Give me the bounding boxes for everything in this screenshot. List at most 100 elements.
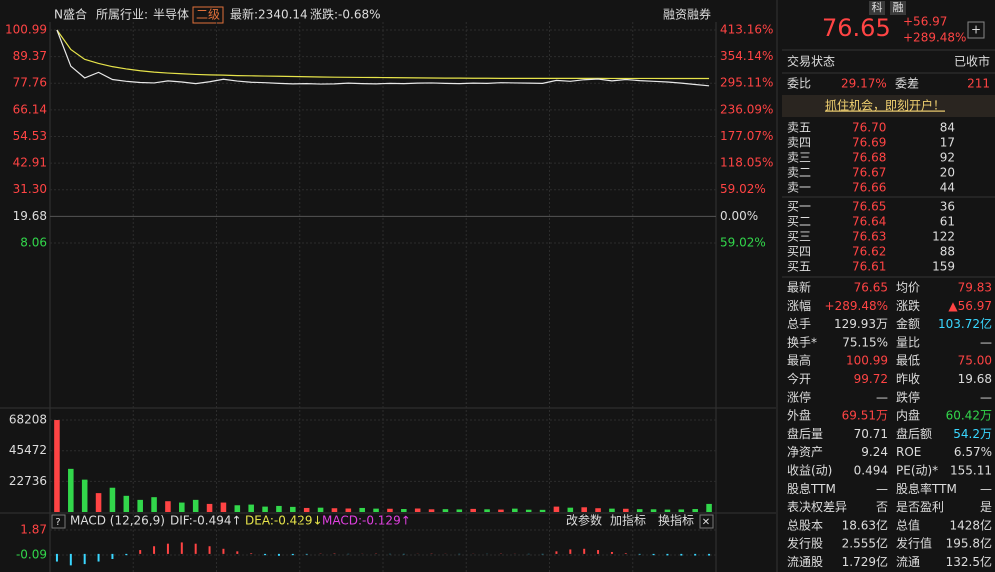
- book-label: 买三: [787, 230, 811, 244]
- macd-bar: [694, 553, 697, 556]
- volume-bar: [539, 509, 546, 512]
- stat-label: 盘后额: [896, 426, 932, 441]
- stat-label: 发行值: [896, 536, 932, 551]
- ratio-label: 委比: [787, 77, 811, 91]
- volume-bar: [470, 508, 476, 512]
- stat-label: 量比: [896, 335, 920, 349]
- volume-bar: [68, 468, 74, 512]
- volume-bar: [345, 508, 352, 512]
- book-label: 买四: [787, 245, 811, 259]
- y-tick-label: 54.53: [13, 129, 47, 143]
- volume-bar: [401, 509, 407, 512]
- book-volume: 44: [940, 181, 955, 195]
- dea: DEA:-0.429↓: [245, 514, 323, 528]
- stat-label: ROE: [896, 445, 921, 459]
- book-volume: 122: [932, 230, 955, 244]
- diff-label: 委差: [895, 77, 919, 91]
- level: 二级: [196, 8, 220, 22]
- stat-value: 19.68: [958, 372, 992, 386]
- quote-price: 76.65: [822, 14, 891, 42]
- volume-bar: [692, 509, 698, 512]
- banner[interactable]: 抓住机会，即刻开户！: [825, 98, 945, 113]
- volume-bar: [456, 509, 463, 512]
- stat-label: 最高: [787, 353, 811, 368]
- macd-title: MACD (12,26,9): [70, 514, 165, 528]
- book-volume: 159: [932, 260, 955, 274]
- y2-tick-label: 118.05%: [720, 156, 773, 170]
- book-price: 76.65: [852, 200, 886, 214]
- macd-bar: [250, 553, 253, 554]
- macd-bar: [153, 546, 156, 554]
- help-box[interactable]: [51, 514, 66, 529]
- book-price: 76.70: [852, 121, 886, 135]
- volume-bar: [248, 504, 254, 512]
- y2-tick-label: 0.00%: [720, 209, 758, 223]
- book-label: 买二: [787, 215, 811, 229]
- badge: 科: [872, 0, 883, 14]
- volume-bar: [95, 493, 102, 512]
- button[interactable]: 加指标: [610, 513, 646, 528]
- macd-bar: [569, 549, 572, 554]
- avg-line: [56, 29, 710, 80]
- y2-tick-label: 236.09%: [720, 102, 773, 116]
- stat-value: —: [876, 390, 888, 404]
- volume-bar: [331, 508, 338, 512]
- y-tick-label: 100.99: [5, 22, 47, 36]
- book-price: 76.69: [852, 136, 886, 150]
- volume-bar: [109, 487, 116, 512]
- stat-label: 涨停: [787, 389, 811, 404]
- close-icon[interactable]: ✕: [702, 517, 710, 528]
- stat-label: PE(动)*: [896, 464, 938, 478]
- stat-value: —: [980, 482, 992, 496]
- book-volume: 92: [940, 151, 955, 165]
- macd-bar: [277, 553, 280, 556]
- stat-value: 75.00: [958, 354, 992, 368]
- stat-value: 0.494: [854, 464, 888, 478]
- add-icon[interactable]: +: [971, 23, 981, 37]
- diff: 211: [967, 77, 990, 91]
- stat-value: —: [980, 390, 992, 404]
- stat-label: 盘后量: [787, 426, 823, 441]
- stat-value: 195.8亿: [946, 536, 992, 551]
- stat-label: 流通: [896, 555, 920, 569]
- stat-value: 70.71: [854, 427, 888, 441]
- macd-bar: [208, 546, 211, 554]
- index-change: 涨跌:-0.68%: [310, 7, 381, 22]
- volume-bar: [678, 509, 685, 512]
- dynamic-layer: 100.99 89.37 77.76 66.14 54.53 42.91 31.30 19.6…: [5, 22, 992, 572]
- stat-label: 股息率TTM: [896, 481, 957, 496]
- industry: 半导体: [153, 8, 189, 22]
- stat-label: 最新: [787, 280, 811, 295]
- banner-box[interactable]: [782, 95, 995, 117]
- help-icon[interactable]: ?: [55, 517, 60, 528]
- add-box[interactable]: [967, 21, 985, 39]
- volume-bar: [206, 503, 213, 512]
- macd-bar: [583, 548, 586, 554]
- badge-box: [869, 1, 885, 15]
- volume-bar: [428, 509, 435, 512]
- close-box[interactable]: [699, 514, 714, 529]
- y2-tick-label: 354.14%: [720, 49, 773, 63]
- stat-label: 昨收: [896, 372, 920, 386]
- volume-bar: [123, 495, 130, 512]
- book-price: 76.66: [852, 181, 886, 195]
- stat-label: 最低: [896, 354, 920, 368]
- volume-bar: [567, 507, 574, 512]
- stat-value: —: [980, 335, 992, 349]
- button[interactable]: 换指标: [658, 513, 694, 528]
- book-volume: 84: [940, 121, 955, 135]
- volume-bar: [54, 420, 60, 512]
- stat-label: 均价: [896, 281, 920, 295]
- y-tick-label: 22736: [9, 474, 47, 488]
- status: 已收市: [954, 54, 990, 69]
- stat-value: 103.72亿: [938, 316, 992, 331]
- stat-value: 1428亿: [949, 517, 992, 532]
- margin-link[interactable]: 融资融券: [663, 7, 711, 22]
- button[interactable]: 改参数: [566, 513, 602, 528]
- volume-bar: [290, 506, 296, 512]
- y-tick-label: 1.87: [20, 523, 47, 537]
- stat-label: 发行股: [787, 536, 823, 551]
- stat-value: 99.72: [854, 372, 888, 386]
